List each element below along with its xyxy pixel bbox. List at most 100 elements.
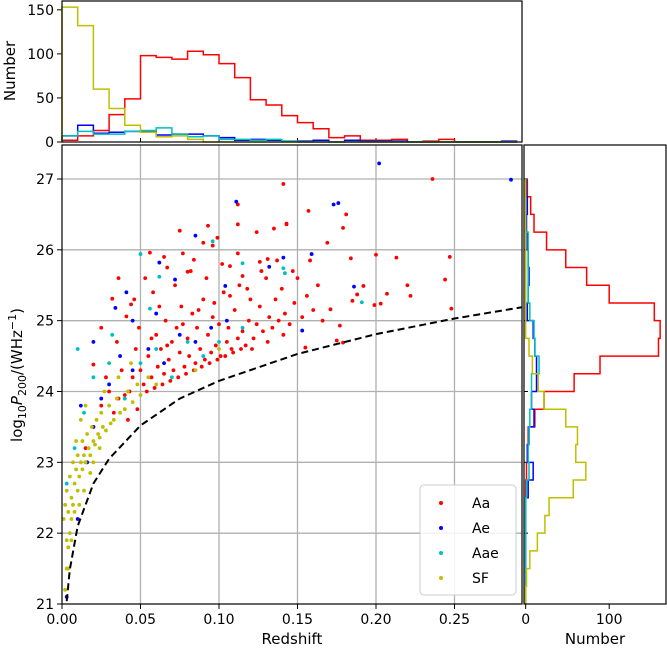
scatter-point-sf <box>69 495 74 500</box>
scatter-point-ae <box>509 177 513 182</box>
scatter-point-aae <box>91 375 96 380</box>
scatter-point-sf <box>126 389 130 394</box>
scatter-point-sf <box>86 446 91 451</box>
scatter-point-sf <box>217 347 221 351</box>
legend-label: Ae <box>472 521 490 537</box>
x-tick-label: 0.10 <box>203 612 234 628</box>
scatter-point-sf <box>97 446 102 451</box>
scatter-point-aa <box>179 304 184 309</box>
scatter-point-sf <box>74 439 79 443</box>
scatter-point-sf <box>91 439 96 443</box>
scatter-point-ae <box>157 260 162 265</box>
main-xlabel: Redshift <box>262 630 323 648</box>
scatter-point-sf <box>138 393 143 397</box>
scatter-point-aae <box>148 306 152 311</box>
right-histogram-panel: 0 100 <box>521 144 667 628</box>
scatter-point-aa <box>334 338 339 343</box>
scatter-point-ae <box>193 233 198 238</box>
scatter-point-ae <box>154 311 159 316</box>
scatter-point-sf <box>154 382 159 387</box>
scatter-point-aa <box>250 347 254 351</box>
scatter-point-aae <box>201 354 206 358</box>
scatter-point-aae <box>157 274 162 279</box>
scatter-point-aa <box>206 223 210 228</box>
scatter-point-aa <box>217 322 221 327</box>
scatter-point-aa <box>226 325 231 330</box>
scatter-point-aa <box>308 258 312 263</box>
scatter-point-aa <box>405 283 410 288</box>
scatter-point-aa <box>248 297 253 302</box>
scatter-point-aa <box>206 332 210 337</box>
legend-label: SF <box>472 571 489 587</box>
top-ylabel: Number <box>1 40 19 101</box>
scatter-point-aa <box>231 350 236 355</box>
legend-label: Aae <box>472 546 499 562</box>
scatter-point-aa <box>303 345 308 350</box>
scatter-point-aa <box>155 364 160 369</box>
scatter-point-sf <box>99 410 104 415</box>
scatter-point-sf <box>75 453 80 458</box>
scatter-point-aa <box>240 329 245 334</box>
scatter-point-sf <box>66 545 71 550</box>
top-axes-frame <box>61 0 523 143</box>
scatter-point-aa <box>177 350 182 355</box>
scatter-point-aa <box>99 325 104 330</box>
scatter-point-aa <box>316 283 320 288</box>
right-axes-frame <box>523 144 667 605</box>
scatter-point-ae <box>113 306 118 310</box>
main-ylabel: log10P200/(WHz−1) <box>6 308 29 442</box>
scatter-point-aa <box>144 389 149 394</box>
histogram-step-aa <box>524 179 661 604</box>
main-axes-frame <box>61 144 523 605</box>
scatter-point-sf <box>82 488 86 493</box>
scatter-point-sf <box>135 382 140 387</box>
scatter-point-aa <box>148 250 152 255</box>
scatter-point-aa <box>430 177 435 181</box>
scatter-point-aa <box>267 315 272 320</box>
scatter-point-aa <box>265 340 270 344</box>
scatter-point-sf <box>64 488 69 493</box>
scatter-point-aa <box>176 375 181 380</box>
scatter-point-aa <box>187 354 192 358</box>
scatter-point-aa <box>104 375 108 380</box>
scatter-point-sf <box>69 517 74 521</box>
scatter-point-aa <box>196 308 201 312</box>
scatter-point-sf <box>77 474 82 479</box>
scatter-point-sf <box>71 460 75 465</box>
scatter-point-ae <box>300 328 305 333</box>
scatter-point-sf <box>64 538 69 543</box>
scatter-point-aa <box>341 225 345 230</box>
scatter-point-aae <box>240 261 245 266</box>
scatter-point-ae <box>352 284 356 289</box>
scatter-point-aa <box>235 336 240 341</box>
scatter-point-aa <box>246 318 251 323</box>
scatter-point-aa <box>273 297 278 302</box>
scatter-point-aa <box>119 368 124 373</box>
scatter-point-aae <box>110 332 115 337</box>
scatter-point-aa <box>149 336 154 341</box>
scatter-point-aa <box>166 357 171 362</box>
scatter-point-aa <box>257 304 262 309</box>
scatter-point-aa <box>213 343 218 348</box>
scatter-point-sf <box>71 502 75 507</box>
scatter-point-aa <box>107 389 111 394</box>
scatter-point-aae <box>240 325 245 330</box>
scatter-point-ae <box>78 403 83 408</box>
scatter-point-ae <box>107 382 111 387</box>
scatter-point-aa <box>235 222 240 227</box>
scatter-point-aa <box>328 307 333 312</box>
scatter-point-aa <box>259 269 264 273</box>
scatter-point-sf <box>96 432 101 436</box>
scatter-point-aa <box>290 269 295 273</box>
scatter-point-aa <box>385 291 389 296</box>
legend-marker-sf <box>439 576 443 580</box>
scatter-point-sf <box>93 442 97 447</box>
scatter-point-ae <box>331 202 336 207</box>
scatter-point-aa <box>220 262 225 266</box>
scatter-point-aa <box>447 255 452 259</box>
scatter-point-aa <box>159 347 163 351</box>
scatter-point-aa <box>162 371 166 376</box>
scatter-point-aae <box>72 446 77 451</box>
x-tick-label: 0.20 <box>360 612 391 628</box>
scatter-point-aa <box>361 284 366 288</box>
